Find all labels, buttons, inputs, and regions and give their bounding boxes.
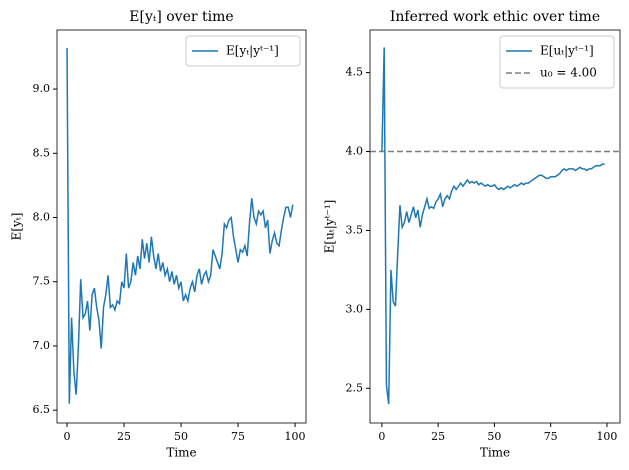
y-tick-label: 7.5 xyxy=(33,275,51,288)
y-tick-label: 8.5 xyxy=(33,146,51,159)
x-tick-label: 100 xyxy=(596,430,617,443)
x-tick-label: 75 xyxy=(544,430,558,443)
y-tick-label: 4.5 xyxy=(346,66,364,79)
plot-frame xyxy=(56,29,307,424)
legend-box xyxy=(185,35,301,67)
x-tick-label: 25 xyxy=(117,430,131,443)
y-tick-label: 8.0 xyxy=(33,211,51,224)
x-tick-label: 0 xyxy=(378,430,385,443)
x-tick-label: 25 xyxy=(431,430,445,443)
chart-title: Inferred work ethic over time xyxy=(390,9,600,25)
data-line xyxy=(66,47,294,404)
y-tick-label: 2.5 xyxy=(346,381,364,394)
chart-title: E[yₜ] over time xyxy=(129,9,233,25)
subplot: Inferred work ethic over time Time E[uₜ|yᵗ… xyxy=(323,9,621,460)
legend-label: E[yₜ|yᵗ⁻¹] xyxy=(226,44,279,58)
y-tick-label: 6.5 xyxy=(33,403,51,416)
legend-label: u₀ = 4.00 xyxy=(540,66,597,80)
y-tick-label: 3.0 xyxy=(346,302,364,315)
y-tick-label: 4.0 xyxy=(346,145,364,158)
legend-label: E[uₜ|yᵗ⁻¹] xyxy=(540,44,594,58)
x-tick-label: 0 xyxy=(64,430,71,443)
y-tick-label: 7.0 xyxy=(33,339,51,352)
y-tick-label: 3.5 xyxy=(346,223,364,236)
subplot: E[yₜ] over time Time E[yₜ] 0 25 50 75 100 6.5 7.0… xyxy=(10,9,307,460)
x-tick-label: 50 xyxy=(487,430,501,443)
x-tick-label: 75 xyxy=(231,430,245,443)
x-tick-label: 50 xyxy=(174,430,188,443)
y-axis-label: E[yₜ] xyxy=(10,213,24,241)
x-axis-label: Time xyxy=(166,446,196,460)
plot-frame xyxy=(369,29,621,424)
legend-box xyxy=(499,35,615,89)
y-tick-label: 9.0 xyxy=(33,82,51,95)
x-tick-label: 100 xyxy=(285,430,306,443)
x-axis-label: Time xyxy=(480,446,510,460)
data-line xyxy=(381,47,605,405)
y-axis-label: E[uₜ|yᵗ⁻¹] xyxy=(323,200,337,254)
